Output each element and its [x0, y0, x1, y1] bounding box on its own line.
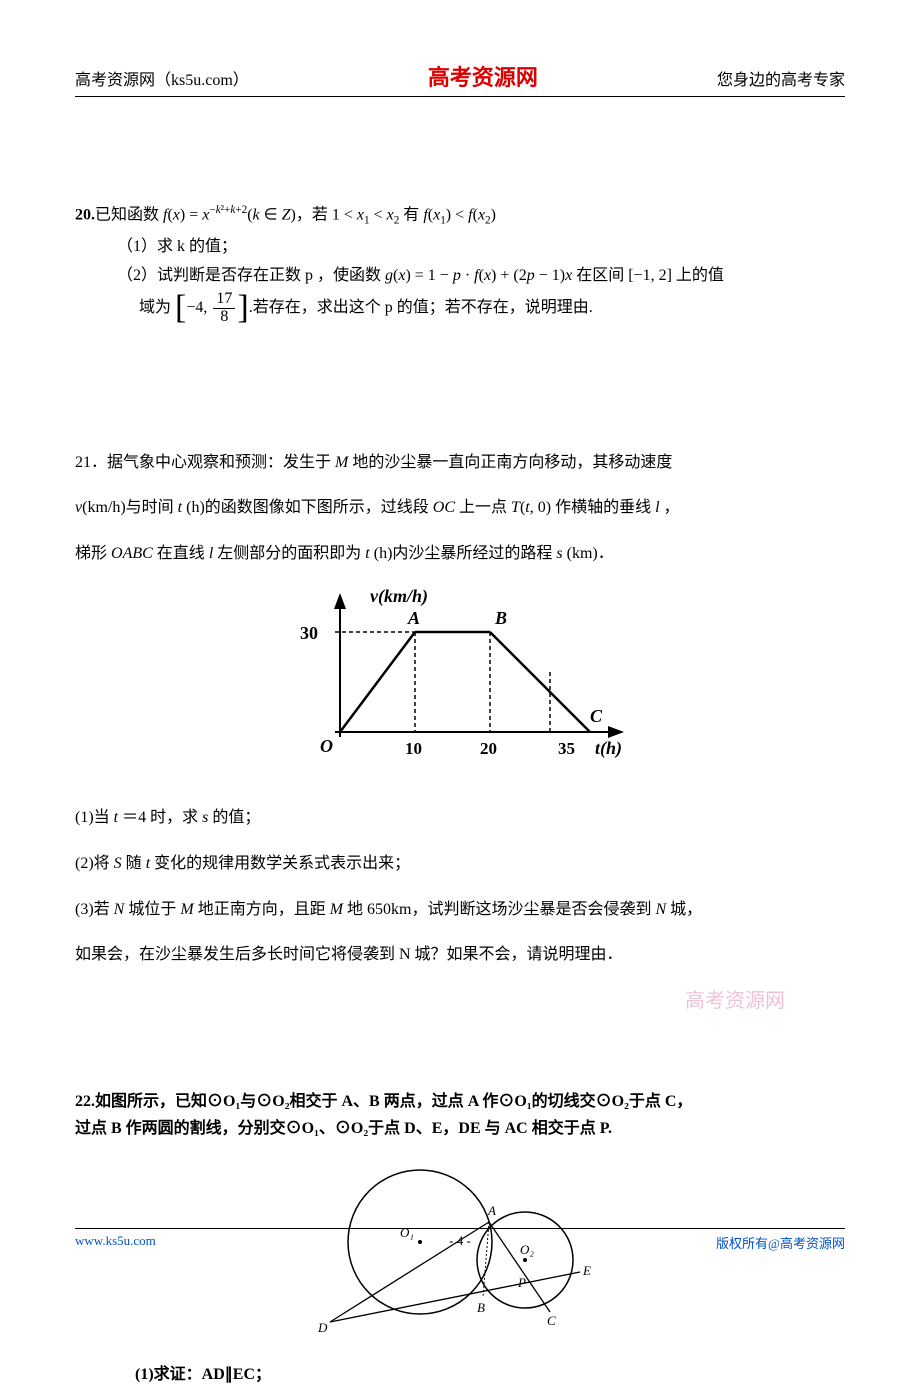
question-21: 21．据气象中心观察和预测：发生于 M 地的沙尘暴一直向正南方向移动，其移动速度… [75, 446, 845, 1018]
svg-text:10: 10 [405, 739, 422, 758]
svg-text:P: P [517, 1275, 526, 1290]
svg-text:t(h): t(h) [595, 738, 622, 759]
svg-text:D: D [317, 1320, 328, 1335]
q20-intro-b: ，若 [296, 206, 332, 223]
q21-sub3a: (3)若 N 城位于 M 地正南方向，且距 M 地 650km，试判断这场沙尘暴… [75, 893, 845, 927]
svg-text:35: 35 [558, 739, 575, 758]
q22-l1: 如图所示，已知⊙O₁与⊙O₂相交于 A、B 两点，过点 A 作⊙O₁的切线交⊙O… [95, 1093, 692, 1110]
q20-part2b: 在区间 [572, 267, 628, 284]
page-header: 高考资源网（ks5u.com） 高考资源网 您身边的高考专家 [75, 60, 845, 97]
page-content: 20.已知函数 f(x) = x−k²+k+2(k ∈ Z)，若 1 < x1 … [75, 101, 845, 1389]
q21-p2c: 上一点 [455, 499, 511, 516]
q21-sub2: (2)将 S 随 t 变化的规律用数学关系式表示出来； [75, 847, 845, 881]
question-20: 20.已知函数 f(x) = x−k²+k+2(k ∈ Z)，若 1 < x1 … [75, 201, 845, 326]
q21-number: 21． [75, 454, 107, 471]
svg-text:A: A [407, 608, 420, 628]
q20-number: 20. [75, 206, 95, 223]
q22-diagram: O₁ O₂ A B C D E P [75, 1162, 845, 1351]
svg-text:C: C [547, 1313, 556, 1328]
svg-text:O: O [320, 736, 333, 756]
q21-p3a: 梯形 [75, 545, 111, 562]
svg-text:B: B [477, 1300, 485, 1315]
watermark: 高考资源网 [75, 984, 845, 1018]
q20-intro-a: 已知函数 [95, 206, 163, 223]
q22-sub1: (1)求证：AD∥EC； [75, 1361, 845, 1388]
svg-text:E: E [582, 1263, 591, 1278]
q20-part1: （1）求 k 的值； [75, 233, 845, 260]
header-center-logo: 高考资源网 [428, 60, 538, 92]
q20-part2a: （2）试判断是否存在正数 p ，使函数 [117, 267, 385, 284]
header-left: 高考资源网（ks5u.com） [75, 66, 249, 90]
svg-text:C: C [590, 706, 603, 726]
q21-chart: v(km/h) 30 A B C O 10 20 35 t(h) [75, 582, 845, 781]
q21-p2b: (h)的函数图像如下图所示，过线段 [182, 499, 433, 516]
q20-intro-c: 有 [399, 206, 423, 223]
q21-p2e: ， [664, 499, 680, 516]
q20-part3a: 域为 [139, 299, 175, 316]
q21-p2a: (km/h)与时间 [82, 499, 174, 516]
footer-left: www.ks5u.com [75, 1233, 156, 1252]
q21-p3b: 在直线 [153, 545, 209, 562]
q22-number: 22. [75, 1093, 95, 1110]
q21-sub3b: 如果会，在沙尘暴发生后多长时间它将侵袭到 N 城？如果不会，请说明理由． [75, 938, 845, 972]
svg-text:30: 30 [300, 623, 318, 643]
page-footer: www.ks5u.com - 4 - 版权所有@高考资源网 [75, 1228, 845, 1252]
footer-page-number: - 4 - [449, 1233, 471, 1249]
q21-p3c: 左侧部分的面积即为 [217, 545, 361, 562]
q21-sub1: (1)当 t ＝4 时，求 s 的值； [75, 801, 845, 835]
q22-l2: 过点 B 作两圆的割线，分别交⊙O₁、⊙O₂于点 D、E，DE 与 AC 相交于… [75, 1115, 845, 1142]
q20-part2c: 上的值 [672, 267, 724, 284]
header-right: 您身边的高考专家 [717, 66, 845, 90]
q21-p2d: 作横轴的垂线 [551, 499, 655, 516]
q21-p1a: 据气象中心观察和预测：发生于 [107, 454, 335, 471]
svg-text:v(km/h): v(km/h) [370, 586, 428, 607]
svg-text:A: A [487, 1203, 496, 1218]
q21-p3e: (km)． [563, 545, 614, 562]
q21-p3d: (h)内沙尘暴所经过的路程 [370, 545, 557, 562]
q21-p1b: 地的沙尘暴一直向正南方向移动，其移动速度 [348, 454, 672, 471]
svg-text:B: B [494, 608, 507, 628]
footer-right: 版权所有@高考资源网 [716, 1233, 845, 1252]
q20-part3b: .若存在，求出这个 p 的值；若不存在，说明理由. [249, 299, 593, 316]
svg-text:20: 20 [480, 739, 497, 758]
